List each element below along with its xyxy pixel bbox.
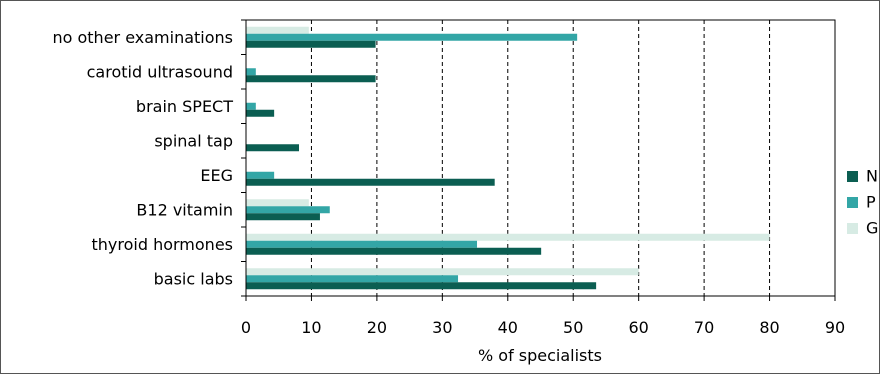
x-tick-label: 70 [694, 318, 714, 337]
bar-G-7 [246, 268, 639, 276]
bar-N-7 [246, 282, 597, 290]
category-label: no other examinations [52, 28, 233, 47]
bar-P-5 [246, 206, 330, 214]
bar-N-6 [246, 247, 542, 255]
category-label: carotid ultrasound [87, 62, 233, 81]
category-label: basic labs [154, 269, 233, 288]
legend-swatch-P [847, 197, 858, 208]
x-tick-label: 60 [628, 318, 648, 337]
category-label: B12 vitamin [136, 200, 233, 219]
bar-N-1 [246, 75, 376, 83]
category-label: thyroid hormones [91, 235, 233, 254]
grid-lines [310, 20, 771, 296]
bar-N-5 [246, 213, 320, 221]
bar-G-0 [246, 26, 309, 34]
legend-swatch-N [847, 171, 858, 182]
bar-P-2 [246, 102, 256, 110]
bar-P-7 [246, 275, 459, 283]
bar-G-5 [246, 199, 309, 207]
x-tick-labels: 0 10 20 30 40 50 60 70 80 90 [241, 318, 845, 337]
category-label: spinal tap [154, 131, 233, 150]
x-tick-label: 40 [498, 318, 518, 337]
x-tick-label: 90 [825, 318, 845, 337]
legend-label-G: G [866, 219, 878, 238]
bar-N-2 [246, 109, 275, 117]
bar-N-0 [246, 40, 376, 48]
legend-label-P: P [866, 193, 876, 212]
category-label: brain SPECT [136, 97, 233, 116]
x-axis-title: % of specialists [478, 346, 602, 365]
bar-P-6 [246, 240, 478, 248]
bar-P-0 [246, 33, 578, 41]
x-tick-label: 30 [432, 318, 452, 337]
category-labels: no other examinations carotid ultrasound b… [52, 28, 233, 289]
axes [241, 19, 836, 301]
legend-swatch-G [847, 223, 858, 234]
bar-P-4 [246, 171, 275, 179]
x-tick-label: 80 [759, 318, 779, 337]
category-label: EEG [200, 166, 233, 185]
x-tick-label: 0 [241, 318, 251, 337]
bar-N-3 [246, 144, 300, 152]
x-tick-label: 20 [367, 318, 387, 337]
x-tick-label: 10 [301, 318, 321, 337]
legend: NPG [847, 167, 878, 238]
bar-G-6 [246, 233, 770, 241]
bars [246, 26, 770, 290]
bar-P-1 [246, 68, 256, 76]
x-tick-label: 50 [563, 318, 583, 337]
bar-N-4 [246, 178, 495, 186]
legend-label-N: N [866, 167, 878, 186]
